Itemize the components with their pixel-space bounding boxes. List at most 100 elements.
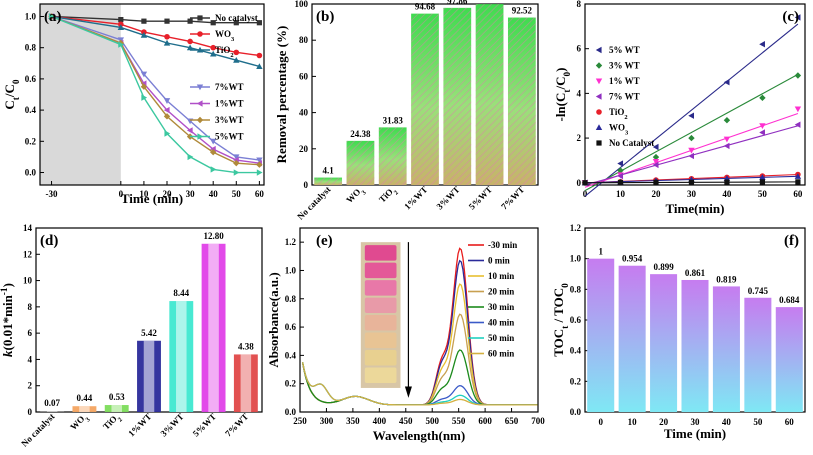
legend-marker <box>596 140 602 146</box>
data-point <box>256 157 263 164</box>
data-point <box>209 138 217 145</box>
category-label-group: 1%WT <box>126 411 153 438</box>
bar-highlight <box>208 243 219 412</box>
y-axis-title: Absorbance(a.u.) <box>266 272 281 367</box>
y-axis-title-part: /C <box>2 84 17 98</box>
category-label-part: 7%WT <box>223 411 250 438</box>
panel-c-xtick-label: 50 <box>758 189 768 199</box>
bar <box>618 265 646 412</box>
value-label: 31.83 <box>383 115 404 125</box>
legend-marker <box>595 46 602 54</box>
legend-label-part: 7% WT <box>609 92 640 102</box>
legend-label-part: 3%WT <box>215 115 244 125</box>
x-axis-title: Time (min) <box>664 426 726 441</box>
bar-hatch <box>411 13 439 186</box>
data-point <box>794 121 801 128</box>
data-point <box>209 50 217 57</box>
y-axis-title-part: t <box>561 325 571 329</box>
data-point <box>794 72 802 79</box>
category-label-group: 1%WT <box>402 184 429 211</box>
panel-f-ytick-label: 1.2 <box>570 223 582 233</box>
panel-e-ytick-label: 0.6 <box>285 322 297 332</box>
value-label: 4.1 <box>323 166 335 176</box>
panel-d-ytick-label: 4 <box>28 354 33 364</box>
panel-label: (f) <box>784 233 799 249</box>
legend-label: 5% WT <box>609 45 640 55</box>
panel-c-xtick-label: 10 <box>616 189 626 199</box>
panel-b-ytick-label: 60 <box>299 71 309 81</box>
panel-d-ytick-label: 8 <box>28 302 33 312</box>
panel-c-ytick-label: 0 <box>577 178 582 188</box>
panel-a-xtick-label: 0 <box>119 189 124 199</box>
arrow-head <box>404 386 412 398</box>
category-label: 3%WT <box>158 411 185 438</box>
bar-hatch <box>378 127 407 185</box>
data-point <box>140 83 148 90</box>
data-point <box>256 52 263 59</box>
data-point <box>141 18 147 24</box>
data-point <box>759 41 765 48</box>
sample-vial <box>364 280 397 296</box>
data-point <box>794 173 802 179</box>
category-label-part: 3%WT <box>158 411 185 438</box>
data-point <box>688 147 695 154</box>
bar-hatch <box>443 7 472 186</box>
data-point <box>256 169 263 176</box>
y-axis-title-group: Removal percentage (%) <box>274 26 289 164</box>
data-point <box>723 142 730 150</box>
series-line-0 <box>51 15 260 24</box>
legend-label: 1% WT <box>609 76 640 86</box>
data-point <box>653 179 659 185</box>
sample-vial <box>364 367 397 383</box>
value-label: 12.80 <box>203 231 224 241</box>
bar-hatch <box>507 17 536 185</box>
category-label-group: 3%WT <box>158 411 185 438</box>
panel-label: (e) <box>316 233 333 249</box>
data-point <box>163 39 171 46</box>
category-label-part: 2 <box>392 189 399 196</box>
panel-f-ytick-label: 0.0 <box>570 407 582 417</box>
panel-b-ytick-label: 80 <box>299 35 309 45</box>
category-label: 50 <box>753 417 763 427</box>
legend-label: TiO2 <box>215 45 234 59</box>
bar <box>681 279 709 412</box>
category-label-group: WO3 <box>344 184 368 208</box>
panel-e-xtick-label: 450 <box>399 416 413 426</box>
panel-d-ytick-label: 2 <box>28 381 33 391</box>
panel-e-xtick-label: 250 <box>293 416 307 426</box>
y-axis-title-part: / TOC <box>551 288 566 326</box>
legend-label: 30 min <box>488 302 514 312</box>
y-axis-title-part: /C <box>553 77 568 91</box>
category-label-part: No catalyst <box>295 184 332 221</box>
panel-a-ytick-label: 1.0 <box>25 11 37 21</box>
series-line-2 <box>51 15 260 68</box>
data-point <box>759 123 766 129</box>
bar-highlight <box>240 354 252 412</box>
spectrum-line <box>301 313 538 406</box>
value-label: 0.745 <box>748 286 769 296</box>
category-label-part: 3%WT <box>434 184 461 211</box>
panel-d-ytick-label: 14 <box>23 223 33 233</box>
value-label: 0.53 <box>109 392 125 402</box>
y-axis-title-part: ) <box>553 67 568 71</box>
data-point <box>163 98 171 104</box>
category-label: WO3 <box>344 184 368 208</box>
category-label-part: 1%WT <box>402 184 429 211</box>
data-point <box>794 14 801 21</box>
category-label-group: 7%WT <box>499 184 526 211</box>
data-point <box>141 94 148 101</box>
panel-a-ytick-label: 0.4 <box>25 105 37 115</box>
bar-highlight <box>46 411 58 412</box>
panel-e-xtick-label: 600 <box>478 416 492 426</box>
panel-e-xtick-label: 650 <box>505 416 519 426</box>
legend-label: 10 min <box>488 271 514 281</box>
data-point <box>210 166 217 173</box>
legend-label-part: 1%WT <box>215 99 244 109</box>
category-label-group: No catalyst <box>19 411 56 448</box>
legend-marker <box>196 100 203 107</box>
legend-label: 1%WT <box>215 99 244 109</box>
data-point <box>759 129 765 136</box>
data-point <box>617 167 624 174</box>
value-label: 97.86 <box>447 0 468 6</box>
data-point <box>233 169 240 176</box>
